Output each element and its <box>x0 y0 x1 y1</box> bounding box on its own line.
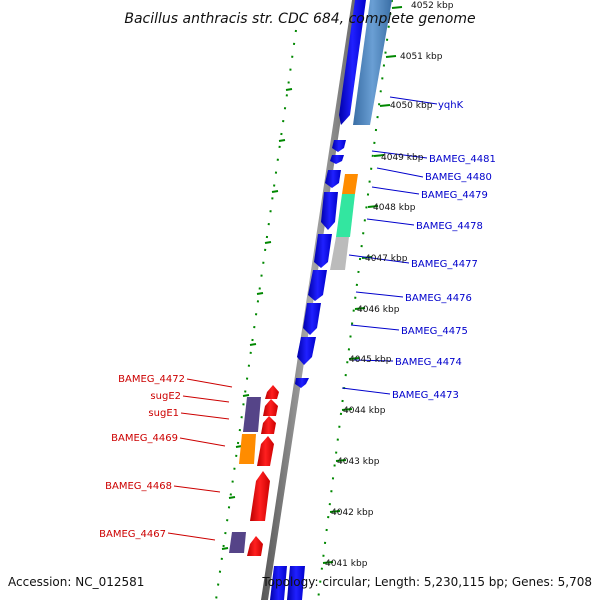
gene-label-reverse[interactable]: BAMEG_4469 <box>111 433 178 444</box>
gene-forward <box>303 303 321 335</box>
gene-reverse <box>261 416 276 434</box>
kbp-label: 4045 kbp <box>349 355 392 365</box>
feature-purple <box>229 532 246 553</box>
forward-gene-labels: yqhK BAMEG_4481 BAMEG_4480 BAMEG_4479 BA… <box>392 100 496 401</box>
feature-purple <box>243 397 261 432</box>
gene-label-forward[interactable]: BAMEG_4480 <box>425 172 492 183</box>
forward-label-lines <box>341 96 438 395</box>
gene-forward <box>297 337 316 365</box>
feature-orange <box>342 174 358 194</box>
kbp-label: 4041 kbp <box>325 559 368 569</box>
kbp-label: 4048 kbp <box>373 203 416 213</box>
gene-label-forward[interactable]: BAMEG_4477 <box>411 259 478 270</box>
gene-label-reverse[interactable]: sugE2 <box>150 391 181 402</box>
gene-forward <box>314 234 332 268</box>
gene-reverse <box>257 436 274 466</box>
kbp-label: 4052 kbp <box>411 1 454 11</box>
gene-forward <box>321 192 338 230</box>
gene-label-forward[interactable]: BAMEG_4479 <box>421 190 488 201</box>
gene-label-forward[interactable]: BAMEG_4481 <box>429 154 496 165</box>
kbp-label: 4043 kbp <box>337 457 380 467</box>
gene-label-reverse[interactable]: BAMEG_4468 <box>105 481 172 492</box>
gene-forward <box>339 0 366 125</box>
feature-grey <box>330 237 349 270</box>
gene-forward <box>325 170 341 188</box>
reverse-gene-labels: BAMEG_4472 sugE2 sugE1 BAMEG_4469 BAMEG_… <box>99 374 185 540</box>
gene-label-reverse[interactable]: BAMEG_4472 <box>118 374 185 385</box>
kbp-label: 4044 kbp <box>343 406 386 416</box>
gene-label-reverse[interactable]: sugE1 <box>148 408 179 419</box>
gene-label-forward[interactable]: BAMEG_4475 <box>401 326 468 337</box>
feature-orange <box>239 434 256 464</box>
map-title: Bacillus anthracis str. CDC 684, complet… <box>124 11 475 27</box>
gene-forward <box>308 270 327 301</box>
accession-text: Accession: NC_012581 <box>8 575 144 589</box>
feature-green <box>336 194 355 237</box>
gene-forward <box>332 140 346 152</box>
kbp-label: 4046 kbp <box>357 305 400 315</box>
kbp-label: 4051 kbp <box>400 52 443 62</box>
gene-forward <box>270 566 287 600</box>
gene-label-reverse[interactable]: BAMEG_4467 <box>99 529 166 540</box>
gene-reverse <box>250 471 270 521</box>
gene-label-forward[interactable]: yqhK <box>438 100 464 111</box>
major-ticks <box>322 6 403 564</box>
kbp-labels: 4052 kbp 4051 kbp 4050 kbp 4049 kbp 4048… <box>325 1 454 569</box>
reverse-label-lines <box>167 378 233 541</box>
genome-backbone <box>261 0 359 600</box>
kbp-label: 4047 kbp <box>365 254 408 264</box>
tick-track-left <box>215 29 297 600</box>
gene-label-forward[interactable]: BAMEG_4478 <box>416 221 483 232</box>
gene-label-forward[interactable]: BAMEG_4476 <box>405 293 472 304</box>
gene-reverse <box>265 385 279 399</box>
gene-reverse <box>263 399 278 416</box>
gene-label-forward[interactable]: BAMEG_4474 <box>395 357 462 368</box>
topology-text: Topology: circular; Length: 5,230,115 bp… <box>261 575 592 589</box>
kbp-label: 4050 kbp <box>390 101 433 111</box>
gene-forward <box>295 378 309 388</box>
kbp-label: 4042 kbp <box>331 508 374 518</box>
gene-label-forward[interactable]: BAMEG_4473 <box>392 390 459 401</box>
gene-forward <box>330 155 344 164</box>
kbp-label: 4049 kbp <box>381 153 424 163</box>
gene-reverse <box>247 536 263 556</box>
gene-forward <box>287 566 305 600</box>
rna-feature-long <box>353 0 392 125</box>
